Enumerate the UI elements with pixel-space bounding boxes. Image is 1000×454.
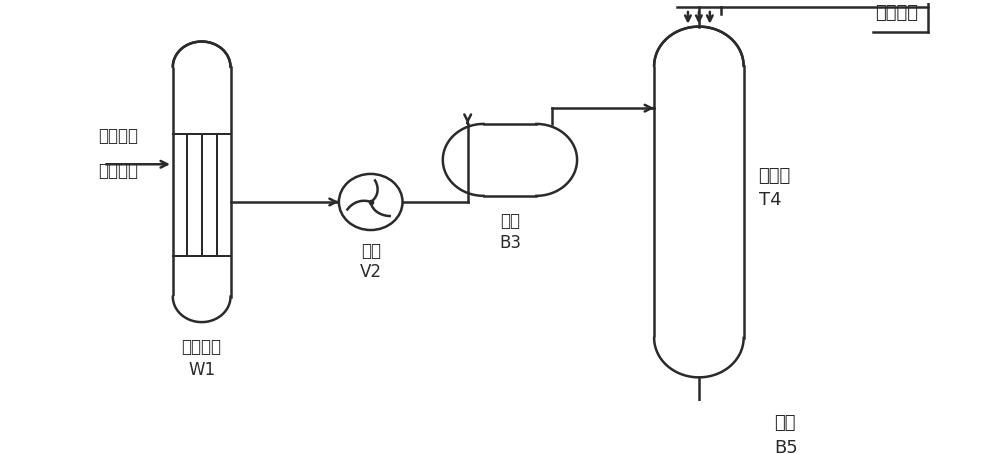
Bar <box>173 67 231 296</box>
Polygon shape <box>678 421 720 432</box>
Text: 流体介质: 流体介质 <box>875 4 918 22</box>
Text: 储罐: 储罐 <box>500 212 520 230</box>
Polygon shape <box>678 432 720 454</box>
Text: 风机: 风机 <box>361 242 381 260</box>
Polygon shape <box>173 41 231 67</box>
Bar <box>484 124 536 196</box>
Circle shape <box>339 174 403 230</box>
Polygon shape <box>443 124 484 196</box>
Text: 氮气气源: 氮气气源 <box>98 162 138 180</box>
Polygon shape <box>536 124 577 196</box>
Text: 容器: 容器 <box>774 415 796 432</box>
Text: 流化床: 流化床 <box>759 167 791 185</box>
Text: 惰性气体: 惰性气体 <box>98 127 138 145</box>
Bar <box>654 66 744 338</box>
Text: 热交换器: 热交换器 <box>182 338 222 356</box>
Text: B5: B5 <box>774 439 798 454</box>
Polygon shape <box>173 296 231 322</box>
Text: W1: W1 <box>188 360 215 379</box>
Polygon shape <box>654 338 744 377</box>
Polygon shape <box>654 27 744 66</box>
Text: V2: V2 <box>360 263 382 281</box>
Text: T4: T4 <box>759 191 781 209</box>
Text: B3: B3 <box>499 234 521 252</box>
